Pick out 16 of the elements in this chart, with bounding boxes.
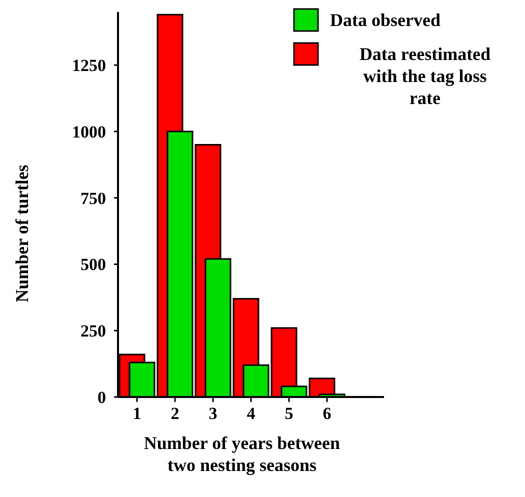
y-tick-label: 1000	[72, 122, 106, 142]
x-tick-label: 6	[322, 404, 332, 423]
legend-label: Data reestimated with the tag loss rate	[359, 44, 491, 108]
x-axis-title: Number of years between two nesting seasons	[144, 433, 340, 475]
x-tick-label: 2	[170, 404, 180, 423]
y-tick-label: 250	[80, 322, 106, 341]
y-tick-label: 0	[98, 388, 106, 407]
y-tick-label: 500	[80, 255, 106, 274]
legend-label: Data observed	[330, 10, 440, 30]
x-tick-label: 1	[132, 404, 142, 423]
y-tick-label: 750	[80, 188, 106, 208]
x-tick-label: 5	[284, 404, 294, 423]
x-tick-label: 4	[246, 404, 256, 423]
y-tick-label: 1250	[72, 56, 106, 76]
y-axis-title: Number of turtles	[12, 164, 32, 302]
x-tick-label: 3	[208, 404, 218, 423]
